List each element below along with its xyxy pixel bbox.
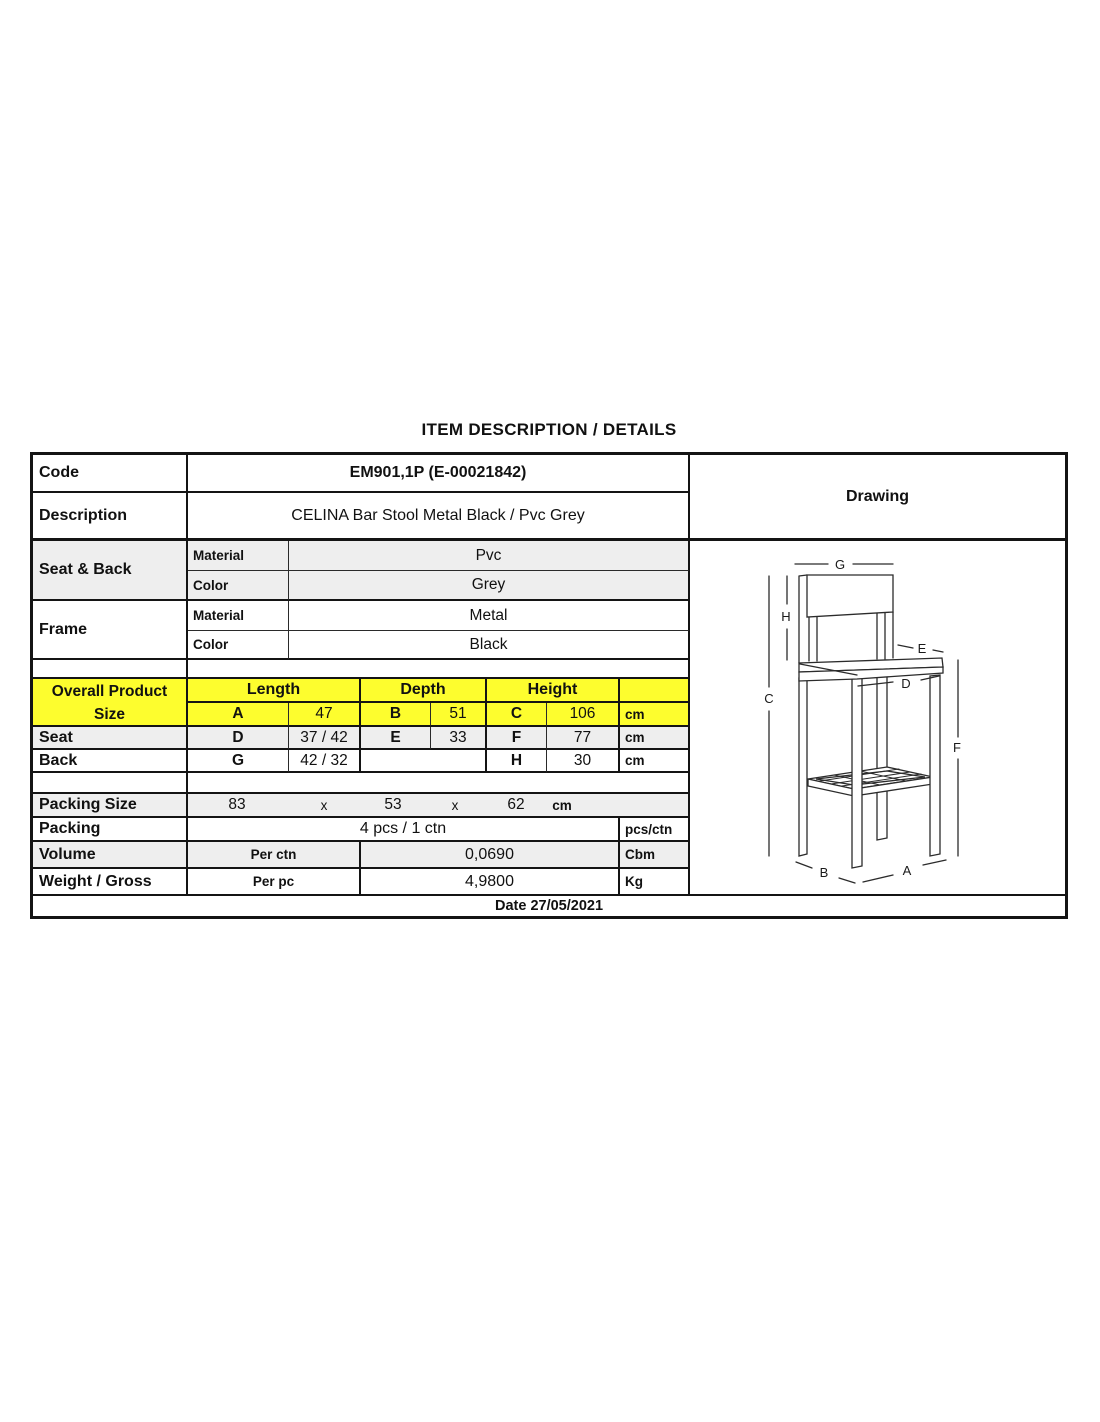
seat-back-color-label: Color <box>188 571 289 601</box>
date-row: Date 27/05/2021 <box>494 898 604 914</box>
volume-unit: Cbm <box>620 842 690 869</box>
dim-line-a <box>862 859 947 883</box>
volume-label: Volume <box>33 842 188 869</box>
frame-color-label: Color <box>188 631 289 660</box>
overall-a-key: A <box>188 703 289 727</box>
height-header: Height <box>487 679 620 703</box>
packing-size-v2: 53 <box>384 796 402 813</box>
overall-b-key: B <box>361 703 431 727</box>
length-header: Length <box>188 679 361 703</box>
stool-footrest <box>807 766 934 797</box>
frame-color-value: Black <box>289 631 690 660</box>
overall-c-key: C <box>487 703 547 727</box>
volume-per: Per ctn <box>188 842 361 869</box>
drawing-cell: G H C E D F B A <box>690 541 1065 896</box>
drawing-header: Drawing <box>690 455 1065 541</box>
description-label: Description <box>33 493 188 541</box>
item-details-table: Code EM901,1P (E-00021842) Description C… <box>30 452 1068 919</box>
spacer-row <box>188 773 690 794</box>
packing-size-v1: 83 <box>228 796 246 813</box>
dim-label-g: G <box>835 557 845 572</box>
frame-material-value: Metal <box>289 601 690 631</box>
frame-label: Frame <box>33 601 188 660</box>
packing-size-x2: x <box>451 797 459 813</box>
overall-product-line1: Overall Product <box>51 683 168 700</box>
frame-material-label: Material <box>188 601 289 631</box>
dim-label-e: E <box>918 641 927 656</box>
back-unit: cm <box>620 750 690 773</box>
overall-a-value: 47 <box>289 703 361 727</box>
code-value: EM901,1P (E-00021842) <box>188 455 690 493</box>
dim-label-a: A <box>903 863 912 878</box>
stool-leg-back-left <box>798 676 808 857</box>
dim-label-f: F <box>953 740 961 755</box>
spacer-row <box>33 773 188 794</box>
seat-e-value: 33 <box>431 727 487 750</box>
weight-unit: Kg <box>620 869 690 896</box>
packing-label: Packing <box>33 818 188 842</box>
volume-value: 0,0690 <box>361 842 620 869</box>
packing-size-unit: cm <box>552 797 572 813</box>
dim-line-e <box>897 644 944 653</box>
packing-size-values: 83 x 53 x 62 cm <box>188 794 690 818</box>
packing-size-x1: x <box>320 797 328 813</box>
packing-value: 4 pcs / 1 ctn <box>188 818 620 842</box>
overall-unit: cm <box>620 703 690 727</box>
dim-label-c: C <box>764 691 773 706</box>
spacer-row <box>33 660 188 679</box>
back-g-key: G <box>188 750 289 773</box>
weight-label: Weight / Gross <box>33 869 188 896</box>
back-h-value: 30 <box>547 750 620 773</box>
seat-unit: cm <box>620 727 690 750</box>
seat-back-material-value: Pvc <box>289 541 690 571</box>
seat-e-key: E <box>361 727 431 750</box>
overall-product-line2: Size <box>93 706 125 723</box>
stool-leg-front-right <box>929 674 941 857</box>
dim-line-d <box>857 675 940 687</box>
code-label: Code <box>33 455 188 493</box>
packing-size-v3: 62 <box>507 796 525 813</box>
dim-label-d: D <box>901 676 910 691</box>
overall-b-value: 51 <box>431 703 487 727</box>
stool-back-post-right <box>876 611 894 660</box>
stool-back-post-left-front <box>808 615 818 662</box>
depth-header: Depth <box>361 679 487 703</box>
stool-back-post-left <box>798 574 808 664</box>
stool-leg-back-right <box>876 673 888 841</box>
dim-label-b: B <box>820 865 829 880</box>
bar-stool-drawing: G H C E D F B A <box>764 557 961 884</box>
weight-value: 4,9800 <box>361 869 620 896</box>
seat-back-material-label: Material <box>188 541 289 571</box>
back-row-label: Back <box>33 750 188 773</box>
seat-back-color-value: Grey <box>289 571 690 601</box>
stool-leg-front-left <box>851 677 863 869</box>
stool-seat <box>798 657 944 682</box>
back-g-value: 42 / 32 <box>289 750 361 773</box>
weight-per: Per pc <box>188 869 361 896</box>
seat-f-value: 77 <box>547 727 620 750</box>
seat-d-value: 37 / 42 <box>289 727 361 750</box>
dim-line-b <box>795 861 856 884</box>
back-empty-cell <box>361 750 487 773</box>
stool-backrest-panel <box>806 574 894 618</box>
unit-header-empty <box>620 679 690 703</box>
page-title: ITEM DESCRIPTION / DETAILS <box>421 420 677 439</box>
seat-back-label: Seat & Back <box>33 541 188 601</box>
seat-d-key: D <box>188 727 289 750</box>
seat-f-key: F <box>487 727 547 750</box>
back-h-key: H <box>487 750 547 773</box>
overall-c-value: 106 <box>547 703 620 727</box>
dim-label-h: H <box>781 609 790 624</box>
spacer-row <box>188 660 690 679</box>
packing-size-label: Packing Size <box>33 794 188 818</box>
overall-product-size-header: Overall Product Size <box>33 679 188 727</box>
seat-row-label: Seat <box>33 727 188 750</box>
packing-unit: pcs/ctn <box>620 818 690 842</box>
description-value: CELINA Bar Stool Metal Black / Pvc Grey <box>188 493 690 541</box>
